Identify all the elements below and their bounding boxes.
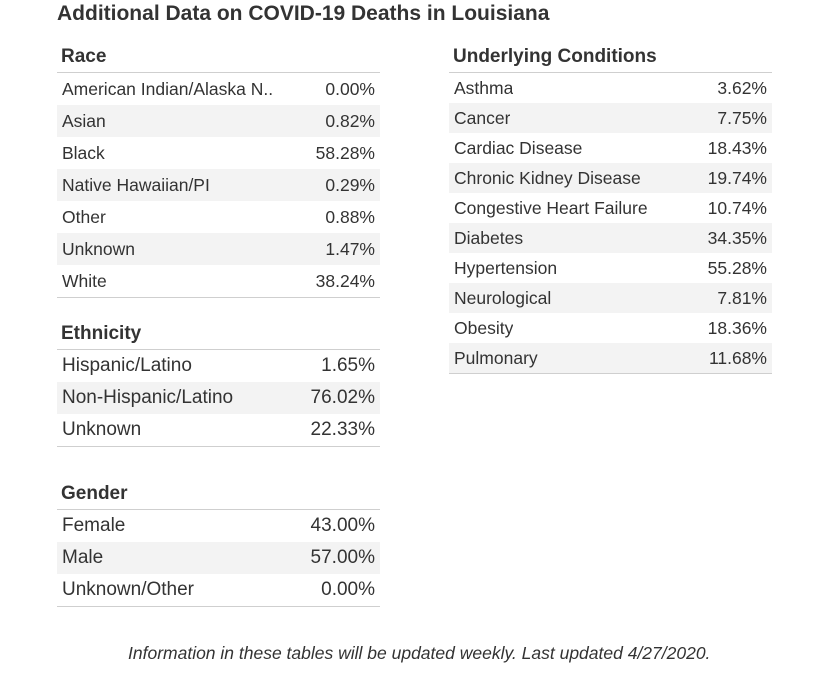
row-value: 58.28% bbox=[315, 142, 375, 163]
row-label: Hispanic/Latino bbox=[62, 355, 192, 376]
row-value: 10.74% bbox=[707, 197, 767, 218]
row-value: 43.00% bbox=[310, 515, 375, 536]
table-row: Chronic Kidney Disease 19.74% bbox=[449, 163, 772, 193]
table-row: Neurological 7.81% bbox=[449, 283, 772, 313]
row-label: Female bbox=[62, 515, 126, 536]
row-value: 76.02% bbox=[310, 387, 375, 408]
table-row: Obesity 18.36% bbox=[449, 313, 772, 343]
row-value: 34.35% bbox=[707, 227, 767, 248]
table-row: Non-Hispanic/Latino 76.02% bbox=[57, 382, 380, 414]
ethnicity-table-title: Ethnicity bbox=[57, 318, 380, 350]
row-label: Chronic Kidney Disease bbox=[454, 167, 641, 188]
table-row: Asthma 3.62% bbox=[449, 73, 772, 103]
table-row: Hypertension 55.28% bbox=[449, 253, 772, 283]
row-value: 0.00% bbox=[325, 78, 375, 99]
row-label: Neurological bbox=[454, 287, 552, 308]
row-value: 18.36% bbox=[707, 317, 767, 338]
row-label: Pulmonary bbox=[454, 347, 538, 368]
row-value: 11.68% bbox=[708, 347, 767, 368]
conditions-table-title: Underlying Conditions bbox=[449, 41, 772, 73]
row-value: 55.28% bbox=[707, 257, 767, 278]
page-title: Additional Data on COVID-19 Deaths in Lo… bbox=[57, 2, 550, 25]
row-value: 0.00% bbox=[321, 579, 375, 600]
race-table: Race American Indian/Alaska N.. 0.00% Asi… bbox=[57, 41, 380, 298]
table-row: Female 43.00% bbox=[57, 510, 380, 542]
gender-table: Gender Female 43.00% Male 57.00% Unknown/O… bbox=[57, 478, 380, 607]
row-value: 3.62% bbox=[717, 77, 767, 98]
row-label: Asian bbox=[62, 110, 106, 131]
row-value: 1.65% bbox=[321, 355, 375, 376]
row-label: Unknown bbox=[62, 238, 135, 259]
table-row: Other 0.88% bbox=[57, 201, 380, 233]
row-label: Obesity bbox=[454, 317, 514, 338]
row-label: White bbox=[62, 270, 107, 291]
row-label: Native Hawaiian/PI bbox=[62, 174, 210, 195]
table-row: Native Hawaiian/PI 0.29% bbox=[57, 169, 380, 201]
row-label: Unknown/Other bbox=[62, 579, 195, 600]
table-row: Asian 0.82% bbox=[57, 105, 380, 137]
row-value: 18.43% bbox=[707, 137, 767, 158]
row-value: 38.24% bbox=[315, 270, 375, 291]
table-row: Cancer 7.75% bbox=[449, 103, 772, 133]
row-label: Non-Hispanic/Latino bbox=[62, 387, 234, 408]
update-footnote: Information in these tables will be upda… bbox=[128, 643, 711, 663]
race-table-title: Race bbox=[57, 41, 380, 73]
row-label: Unknown bbox=[62, 419, 142, 440]
row-label: Asthma bbox=[454, 77, 514, 98]
row-label: Other bbox=[62, 206, 106, 227]
ethnicity-table: Ethnicity Hispanic/Latino 1.65% Non-Hispa… bbox=[57, 318, 380, 447]
row-value: 22.33% bbox=[310, 419, 375, 440]
underlying-conditions-table: Underlying Conditions Asthma 3.62% Cancer… bbox=[449, 41, 772, 374]
row-label: Male bbox=[62, 547, 104, 568]
table-row: Diabetes 34.35% bbox=[449, 223, 772, 253]
row-label: Cardiac Disease bbox=[454, 137, 583, 158]
row-label: American Indian/Alaska N.. bbox=[62, 78, 274, 99]
table-row: Unknown/Other 0.00% bbox=[57, 574, 380, 606]
row-label: Cancer bbox=[454, 107, 511, 128]
row-value: 0.88% bbox=[325, 206, 375, 227]
gender-table-title: Gender bbox=[57, 478, 380, 510]
row-value: 19.74% bbox=[707, 167, 767, 188]
row-label: Hypertension bbox=[454, 257, 558, 278]
row-label: Diabetes bbox=[454, 227, 524, 248]
row-value: 0.29% bbox=[325, 174, 375, 195]
row-value: 57.00% bbox=[310, 547, 375, 568]
table-row: Unknown 22.33% bbox=[57, 414, 380, 446]
row-label: Congestive Heart Failure bbox=[454, 197, 648, 218]
table-row: Male 57.00% bbox=[57, 542, 380, 574]
row-label: Black bbox=[62, 142, 105, 163]
table-row: Hispanic/Latino 1.65% bbox=[57, 350, 380, 382]
table-row: Congestive Heart Failure 10.74% bbox=[449, 193, 772, 223]
table-row: Cardiac Disease 18.43% bbox=[449, 133, 772, 163]
table-row: White 38.24% bbox=[57, 265, 380, 297]
row-value: 7.75% bbox=[717, 107, 767, 128]
row-value: 1.47% bbox=[325, 238, 375, 259]
table-row: Pulmonary 11.68% bbox=[449, 343, 772, 373]
table-row: American Indian/Alaska N.. 0.00% bbox=[57, 73, 380, 105]
table-row: Black 58.28% bbox=[57, 137, 380, 169]
row-value: 0.82% bbox=[325, 110, 375, 131]
table-row: Unknown 1.47% bbox=[57, 233, 380, 265]
row-value: 7.81% bbox=[717, 287, 767, 308]
